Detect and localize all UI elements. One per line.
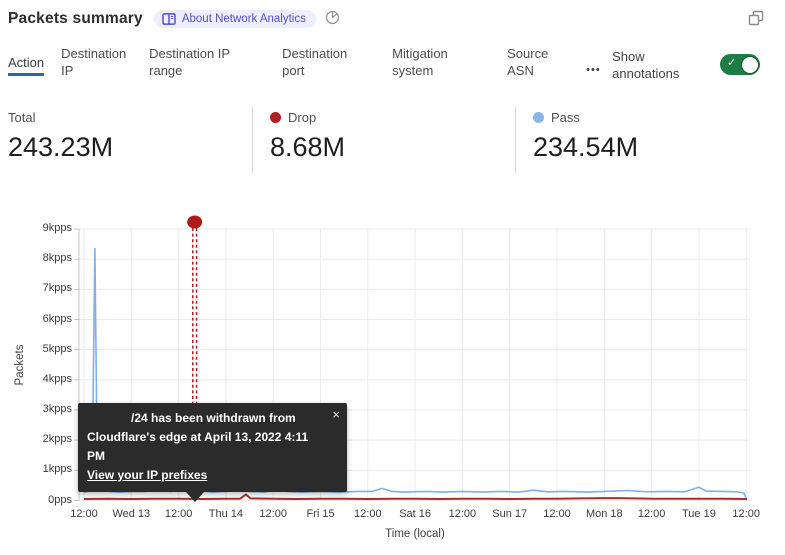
annotation-tooltip: × /24 has been withdrawn from Cloudflare… bbox=[78, 403, 347, 502]
stat-total: Total 243.23M bbox=[0, 107, 252, 173]
view-ip-prefixes-link[interactable]: View your IP prefixes bbox=[87, 468, 208, 482]
y-tick-label: 6kpps bbox=[42, 312, 72, 325]
x-tick-label: 12:00 bbox=[732, 508, 760, 520]
total-label: Total bbox=[8, 109, 36, 125]
check-icon: ✓ bbox=[727, 57, 737, 69]
filter-tabs: Action Destination IP Destination IP ran… bbox=[8, 45, 777, 84]
y-tick-label: 5kpps bbox=[42, 342, 72, 355]
annotation-marker-dot[interactable] bbox=[187, 215, 203, 229]
tab-destination-port[interactable]: Destination port bbox=[282, 46, 348, 78]
pass-dot bbox=[533, 111, 544, 123]
tab-action[interactable]: Action bbox=[8, 54, 45, 76]
total-value: 243.23M bbox=[8, 132, 114, 162]
y-axis-title: Packets bbox=[14, 344, 26, 386]
tooltip-caret bbox=[186, 492, 204, 502]
stats-row: Total 243.23M Drop 8.68M Pass 234.54M bbox=[0, 107, 785, 173]
drop-value: 8.68M bbox=[270, 132, 346, 162]
y-tick-label: 3kpps bbox=[42, 403, 72, 415]
stat-drop: Drop 8.68M bbox=[252, 107, 515, 173]
x-tick-label: Sun 17 bbox=[492, 508, 528, 520]
x-tick-label: Mon 18 bbox=[585, 508, 623, 520]
x-tick-label: Fri 15 bbox=[306, 508, 335, 520]
x-tick-label: 12:00 bbox=[543, 508, 571, 520]
about-network-analytics-badge[interactable]: About Network Analytics bbox=[153, 10, 316, 28]
x-axis-title: Time (local) bbox=[385, 528, 445, 540]
popout-icon[interactable] bbox=[748, 10, 764, 26]
drop-dot bbox=[270, 111, 281, 123]
title-bar: Packets summary About Network Analytics bbox=[0, 0, 785, 28]
book-icon bbox=[162, 13, 176, 25]
chart-canvas bbox=[74, 215, 750, 501]
y-tick-label: 7kpps bbox=[42, 282, 72, 295]
toggle-knob bbox=[740, 55, 759, 74]
more-tabs-ellipsis-icon[interactable]: ••• bbox=[586, 63, 601, 76]
tab-source-asn[interactable]: Source ASN bbox=[507, 46, 549, 78]
tab-destination-ip[interactable]: Destination IP bbox=[61, 46, 127, 78]
y-tick-label: 2kpps bbox=[42, 433, 72, 446]
pass-value: 234.54M bbox=[533, 132, 639, 162]
packets-chart: Packets Time (local) 0pps 1kpps 2kpps 3kpps… bbox=[0, 210, 785, 555]
x-tick-label: 12:00 bbox=[164, 508, 193, 520]
show-annotations-toggle[interactable]: ✓ bbox=[720, 54, 760, 75]
x-tick-label: 12:00 bbox=[70, 508, 98, 520]
x-tick-label: Wed 13 bbox=[112, 508, 151, 520]
pass-label: Pass bbox=[551, 109, 580, 125]
x-tick-label: 12:00 bbox=[637, 508, 666, 520]
pie-clock-icon[interactable] bbox=[325, 10, 340, 25]
badge-label: About Network Analytics bbox=[181, 13, 306, 25]
page-title: Packets summary bbox=[8, 10, 143, 27]
drop-label: Drop bbox=[288, 109, 317, 125]
tab-destination-ip-range[interactable]: Destination IP range bbox=[149, 46, 231, 78]
y-tick-label: 0pps bbox=[48, 493, 72, 506]
x-tick-label: 12:00 bbox=[259, 508, 287, 520]
x-tick-label: Thu 14 bbox=[208, 508, 244, 520]
x-tick-label: 12:00 bbox=[354, 508, 382, 520]
tooltip-line1: /24 has been withdrawn from bbox=[131, 411, 296, 425]
x-tick-label: 12:00 bbox=[448, 508, 477, 520]
y-tick-label: 9kpps bbox=[42, 222, 72, 234]
tab-mitigation-system[interactable]: Mitigation system bbox=[392, 46, 448, 78]
y-tick-label: 8kpps bbox=[42, 252, 72, 265]
y-tick-label: 1kpps bbox=[42, 463, 72, 476]
show-annotations-label: Show annotations bbox=[612, 48, 680, 81]
stat-pass: Pass 234.54M bbox=[515, 107, 638, 173]
close-icon[interactable]: × bbox=[332, 407, 340, 422]
x-tick-label: Tue 19 bbox=[681, 508, 716, 520]
tooltip-line2: Cloudflare's edge at April 13, 2022 4:11… bbox=[87, 430, 309, 463]
drop-line bbox=[83, 493, 748, 500]
x-tick-label: Sat 16 bbox=[399, 508, 431, 520]
y-tick-label: 4kpps bbox=[42, 372, 72, 385]
